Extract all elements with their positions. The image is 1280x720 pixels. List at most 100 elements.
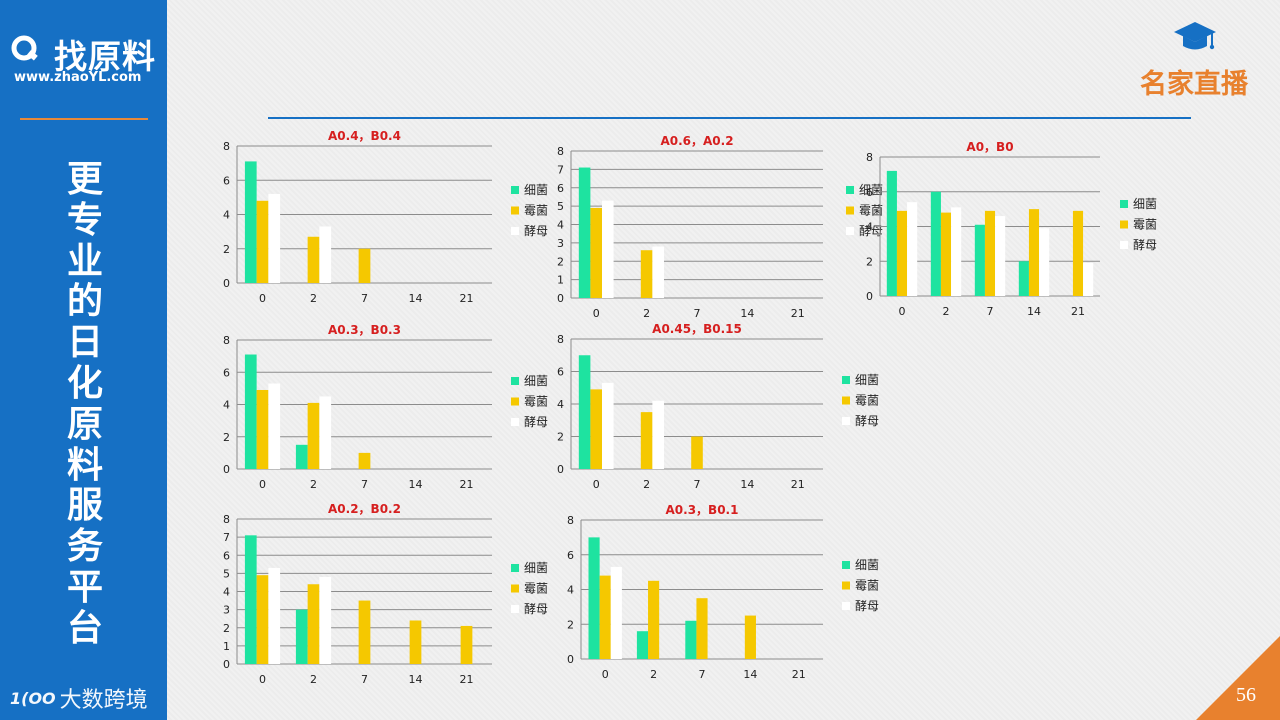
chart-title: A0.4，B0.4	[328, 129, 401, 143]
logo-q-icon	[11, 35, 38, 61]
slogan-char: 日	[66, 322, 103, 364]
bar	[696, 598, 708, 659]
bar	[268, 193, 281, 283]
slogan-char: 化	[66, 362, 103, 404]
x-tick-label: 7	[987, 305, 994, 318]
bar	[652, 400, 664, 469]
legend-swatch	[511, 584, 519, 593]
chart-title: A0，B0	[966, 140, 1013, 154]
bar	[974, 224, 985, 296]
header-rule	[268, 117, 1191, 119]
x-tick-label: 21	[460, 478, 474, 491]
y-tick-label: 0	[223, 658, 230, 671]
y-tick-label: 5	[223, 567, 230, 580]
slogan-char: 业	[66, 240, 103, 282]
y-tick-label: 2	[223, 431, 230, 444]
x-tick-label: 2	[643, 478, 650, 491]
legend-label: 细菌	[855, 373, 879, 387]
legend-swatch	[1120, 220, 1128, 229]
bar	[940, 212, 952, 296]
chart-title: A0.6，A0.2	[660, 134, 733, 148]
y-tick-label: 6	[557, 182, 564, 195]
x-tick-label: 14	[409, 673, 423, 686]
x-tick-label: 21	[1071, 305, 1085, 318]
slogan-char: 原	[66, 403, 103, 445]
bar	[578, 167, 591, 298]
slogan-char: 专	[66, 199, 103, 241]
y-tick-label: 7	[223, 531, 230, 544]
slogan-char: 料	[66, 444, 103, 486]
bar	[244, 354, 257, 469]
y-tick-label: 3	[557, 237, 564, 250]
x-tick-label: 0	[899, 305, 906, 318]
x-tick-label: 21	[792, 668, 806, 681]
y-tick-label: 2	[866, 255, 873, 268]
x-tick-label: 7	[694, 478, 701, 491]
bar	[268, 383, 281, 469]
y-tick-label: 4	[557, 398, 564, 411]
bar	[590, 207, 602, 298]
bar	[358, 600, 371, 664]
y-tick-label: 6	[866, 186, 873, 199]
page-corner-triangle	[1196, 636, 1280, 720]
bar	[640, 412, 653, 469]
y-tick-label: 8	[567, 514, 574, 527]
legend-swatch	[511, 564, 519, 572]
bar	[307, 402, 320, 469]
bar	[691, 436, 703, 469]
x-tick-label: 14	[409, 292, 423, 305]
footer-text: 大数跨境	[59, 688, 148, 713]
x-tick-label: 2	[310, 478, 317, 491]
x-tick-label: 14	[740, 307, 754, 320]
bar	[590, 389, 602, 469]
legend-swatch	[511, 605, 519, 613]
footer-mark: 1(OO	[10, 688, 56, 708]
legend-swatch	[1120, 241, 1128, 249]
legend-label: 霉菌	[524, 395, 548, 409]
y-tick-label: 5	[557, 200, 564, 213]
x-tick-label: 21	[791, 307, 805, 320]
legend-swatch	[511, 186, 519, 194]
bar	[295, 444, 308, 469]
y-tick-label: 6	[223, 366, 230, 379]
slogan-char: 更	[66, 159, 103, 200]
y-tick-label: 0	[866, 290, 873, 303]
x-tick-label: 2	[310, 292, 317, 305]
bar	[244, 535, 257, 664]
x-tick-label: 0	[259, 478, 266, 491]
x-tick-label: 0	[259, 292, 266, 305]
y-tick-label: 8	[866, 151, 873, 164]
bar	[636, 631, 649, 659]
slogan-char: 务	[66, 526, 103, 568]
chart-title: A0.3，B0.1	[666, 503, 739, 517]
bar	[319, 396, 332, 469]
legend-label: 细菌	[859, 183, 883, 197]
y-tick-label: 0	[557, 463, 564, 476]
bar	[588, 537, 600, 659]
bar	[886, 170, 897, 296]
y-tick-label: 0	[567, 653, 574, 666]
brand-text: 名家直播	[1140, 69, 1248, 100]
legend-label: 霉菌	[855, 579, 879, 593]
bar	[951, 207, 962, 296]
x-tick-label: 21	[460, 292, 474, 305]
x-tick-label: 14	[409, 478, 423, 491]
legend-swatch	[842, 376, 850, 384]
slogan-char: 的	[66, 281, 103, 323]
sidebar: 找原料 www.zhaoYL.com 更 专 业 的 日 化 原 料 服 务 平…	[0, 0, 167, 720]
bar	[995, 216, 1006, 296]
bar	[599, 575, 611, 659]
y-tick-label: 2	[223, 243, 230, 256]
legend-swatch	[846, 206, 854, 215]
bar	[307, 236, 320, 283]
x-tick-label: 21	[791, 478, 805, 491]
bar	[601, 200, 614, 298]
y-tick-label: 2	[557, 255, 564, 268]
bar	[1072, 210, 1084, 296]
bar	[1039, 228, 1050, 296]
bar	[319, 577, 332, 664]
bar	[409, 620, 422, 664]
